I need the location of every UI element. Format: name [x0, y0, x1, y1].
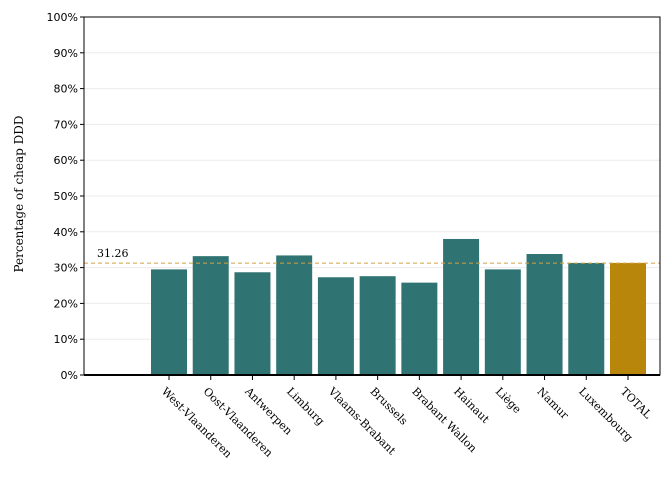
bar: [568, 262, 605, 375]
x-tick-label: Oost-Vlaanderen: [201, 385, 276, 460]
x-tick-label: West-Vlaanderen: [159, 385, 235, 461]
x-tick-label: Brussels: [368, 385, 411, 428]
x-tick-label: Hainaut: [451, 385, 492, 426]
x-tick-label: Liège: [493, 385, 524, 416]
bar: [151, 269, 187, 375]
y-tick-label: 90%: [54, 47, 78, 60]
axis-layer: 0% 10% 20% 30% 40% 50% 60% 70% 80% 90% 100% West-Vl…: [47, 11, 661, 461]
y-tick-label: 0%: [61, 369, 78, 382]
x-tick-label: TOTAL: [618, 385, 655, 422]
bar: [610, 262, 646, 375]
x-tick-label: Limburg: [284, 385, 327, 428]
y-tick-label: 80%: [54, 83, 78, 96]
bar: [484, 269, 521, 375]
bar: [276, 255, 313, 375]
bar: [317, 277, 354, 375]
reference-line-layer: 31.26: [84, 247, 660, 264]
y-tick-label: 40%: [54, 226, 78, 239]
y-tick-label: 30%: [54, 262, 78, 275]
y-axis-title: Percentage of cheap DDD: [12, 115, 26, 272]
bar: [234, 272, 271, 375]
bar: [192, 256, 229, 375]
bar: [401, 282, 438, 375]
bar: [443, 238, 480, 375]
y-tick-label: 50%: [54, 190, 78, 203]
y-tick-label: 100%: [47, 11, 78, 24]
reference-line-label: 31.26: [97, 247, 129, 260]
x-tick-label: Namur: [534, 385, 571, 422]
bar: [526, 253, 563, 375]
y-tick-label: 60%: [54, 154, 78, 167]
bar-layer: [151, 238, 646, 375]
y-tick-label: 20%: [54, 297, 78, 310]
y-tick-label: 10%: [54, 333, 78, 346]
bar: [359, 276, 396, 375]
y-tick-label: 70%: [54, 118, 78, 131]
